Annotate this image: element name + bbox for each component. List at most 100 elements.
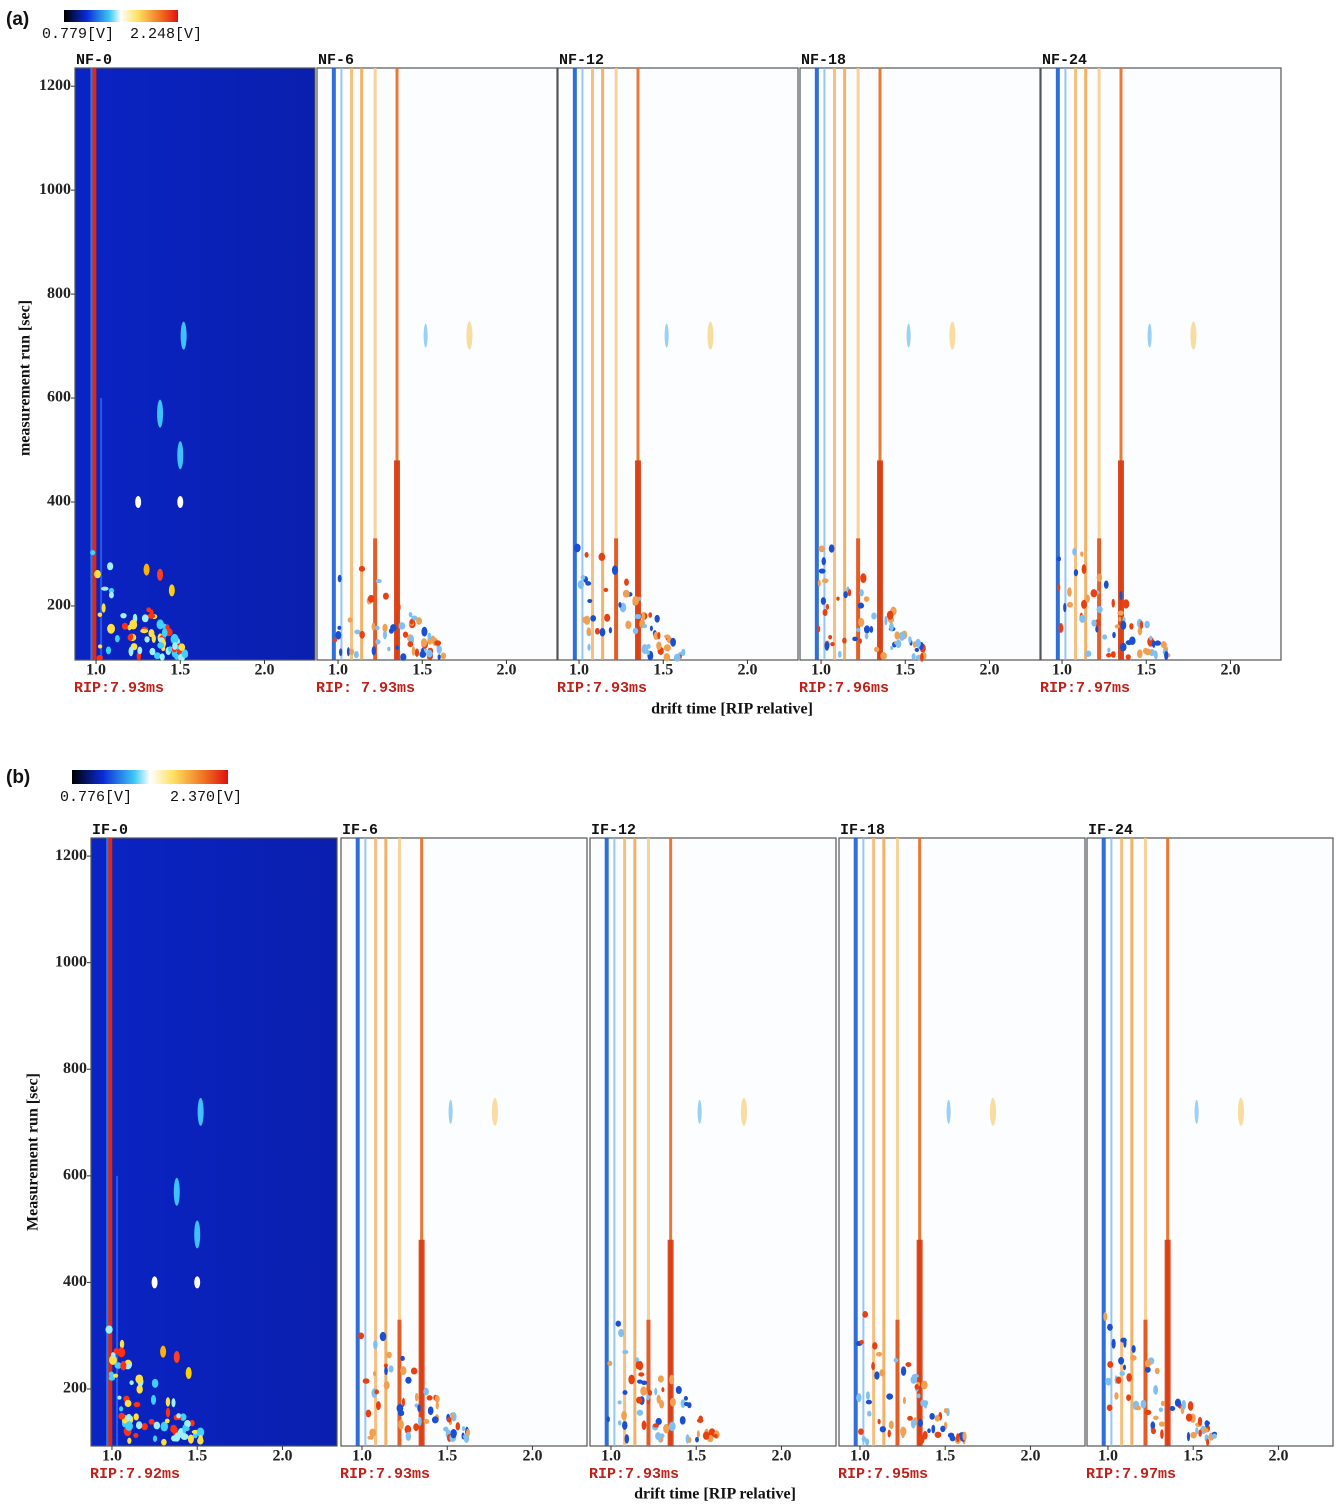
colorbar [72, 770, 228, 784]
spot [622, 1421, 628, 1430]
spot [133, 1413, 139, 1421]
streak [1119, 68, 1123, 660]
spot [624, 578, 629, 586]
spot [347, 617, 353, 623]
spot [118, 1412, 126, 1420]
spot [180, 1433, 189, 1440]
spot [855, 627, 861, 632]
spot [1112, 631, 1116, 639]
spot [410, 1367, 418, 1375]
spot [1164, 650, 1169, 661]
spot [402, 631, 409, 638]
spot [890, 645, 894, 650]
spot [332, 638, 338, 643]
streak [572, 68, 577, 660]
spot [920, 652, 924, 662]
spot [369, 1428, 377, 1437]
panel-background [316, 67, 558, 661]
panel-title: IF-0 [92, 822, 128, 839]
spot [695, 1436, 699, 1443]
spot [1153, 650, 1158, 660]
spot [830, 641, 835, 647]
spot [847, 588, 852, 597]
spot [1130, 1355, 1137, 1361]
spot [1118, 616, 1122, 622]
spot [113, 1373, 119, 1378]
streak [1166, 838, 1170, 1446]
spot [1081, 599, 1088, 609]
spot [117, 1347, 126, 1358]
spot [133, 1432, 139, 1438]
spot [697, 1099, 702, 1124]
spot [669, 1374, 675, 1385]
spot [414, 648, 420, 657]
spot [420, 647, 425, 657]
panel-title: IF-12 [591, 822, 636, 839]
spot [914, 1384, 919, 1390]
spot [888, 1420, 894, 1430]
spot [1102, 634, 1108, 640]
spot [1123, 1338, 1127, 1348]
x-tick-label: 2.0 [496, 662, 516, 679]
x-tick-label: 1.0 [1052, 662, 1072, 679]
spot [367, 594, 375, 603]
spot [435, 1401, 439, 1410]
spot [421, 626, 428, 637]
spot [1144, 1366, 1151, 1373]
spot [121, 622, 128, 630]
spot [149, 647, 156, 656]
spot [106, 562, 114, 571]
x-tick-label: 1.0 [811, 662, 831, 679]
streak [373, 68, 377, 660]
spot [128, 633, 133, 638]
spot [382, 592, 389, 600]
streak [878, 68, 882, 660]
spot [679, 1416, 686, 1425]
spot [1096, 605, 1103, 613]
colorbar-min-label: 0.779[V] [42, 26, 114, 43]
spot [174, 1432, 181, 1442]
spot [113, 1348, 119, 1354]
streak [397, 838, 401, 1446]
spot [181, 1415, 186, 1421]
spot [1129, 623, 1134, 630]
spot [395, 602, 401, 612]
spot [862, 1311, 869, 1318]
spot [1237, 1097, 1244, 1126]
figure-label: (a) [6, 9, 29, 30]
spot [1126, 1373, 1132, 1382]
spot [1107, 647, 1111, 653]
x-tick-label: 1.5 [1136, 662, 1156, 679]
spot [856, 1393, 862, 1403]
spot [431, 1416, 439, 1424]
spot [181, 649, 189, 658]
spot [1105, 653, 1112, 658]
spot [1154, 1367, 1160, 1375]
spot [818, 545, 825, 553]
spot [654, 1387, 658, 1396]
streak [843, 68, 847, 660]
spot [346, 647, 350, 657]
streak [1143, 838, 1147, 1446]
spot [157, 642, 165, 649]
x-tick-label: 2.0 [979, 662, 999, 679]
spot [1123, 1364, 1127, 1371]
spot [153, 652, 161, 660]
spot [920, 1399, 926, 1407]
spot [821, 578, 829, 584]
spot [382, 630, 387, 640]
spot [1151, 1427, 1156, 1435]
spot [587, 598, 593, 604]
streak [1064, 68, 1067, 660]
spot [337, 625, 342, 630]
colorbar-max-label: 2.370[V] [170, 789, 242, 806]
spot [683, 1396, 688, 1401]
spot [921, 1380, 928, 1390]
spot [863, 625, 871, 634]
spot [874, 1371, 880, 1380]
panel-background [799, 67, 1041, 661]
spot [427, 1406, 434, 1415]
spot [916, 1393, 921, 1399]
spot [828, 635, 833, 640]
spot [426, 1395, 433, 1401]
